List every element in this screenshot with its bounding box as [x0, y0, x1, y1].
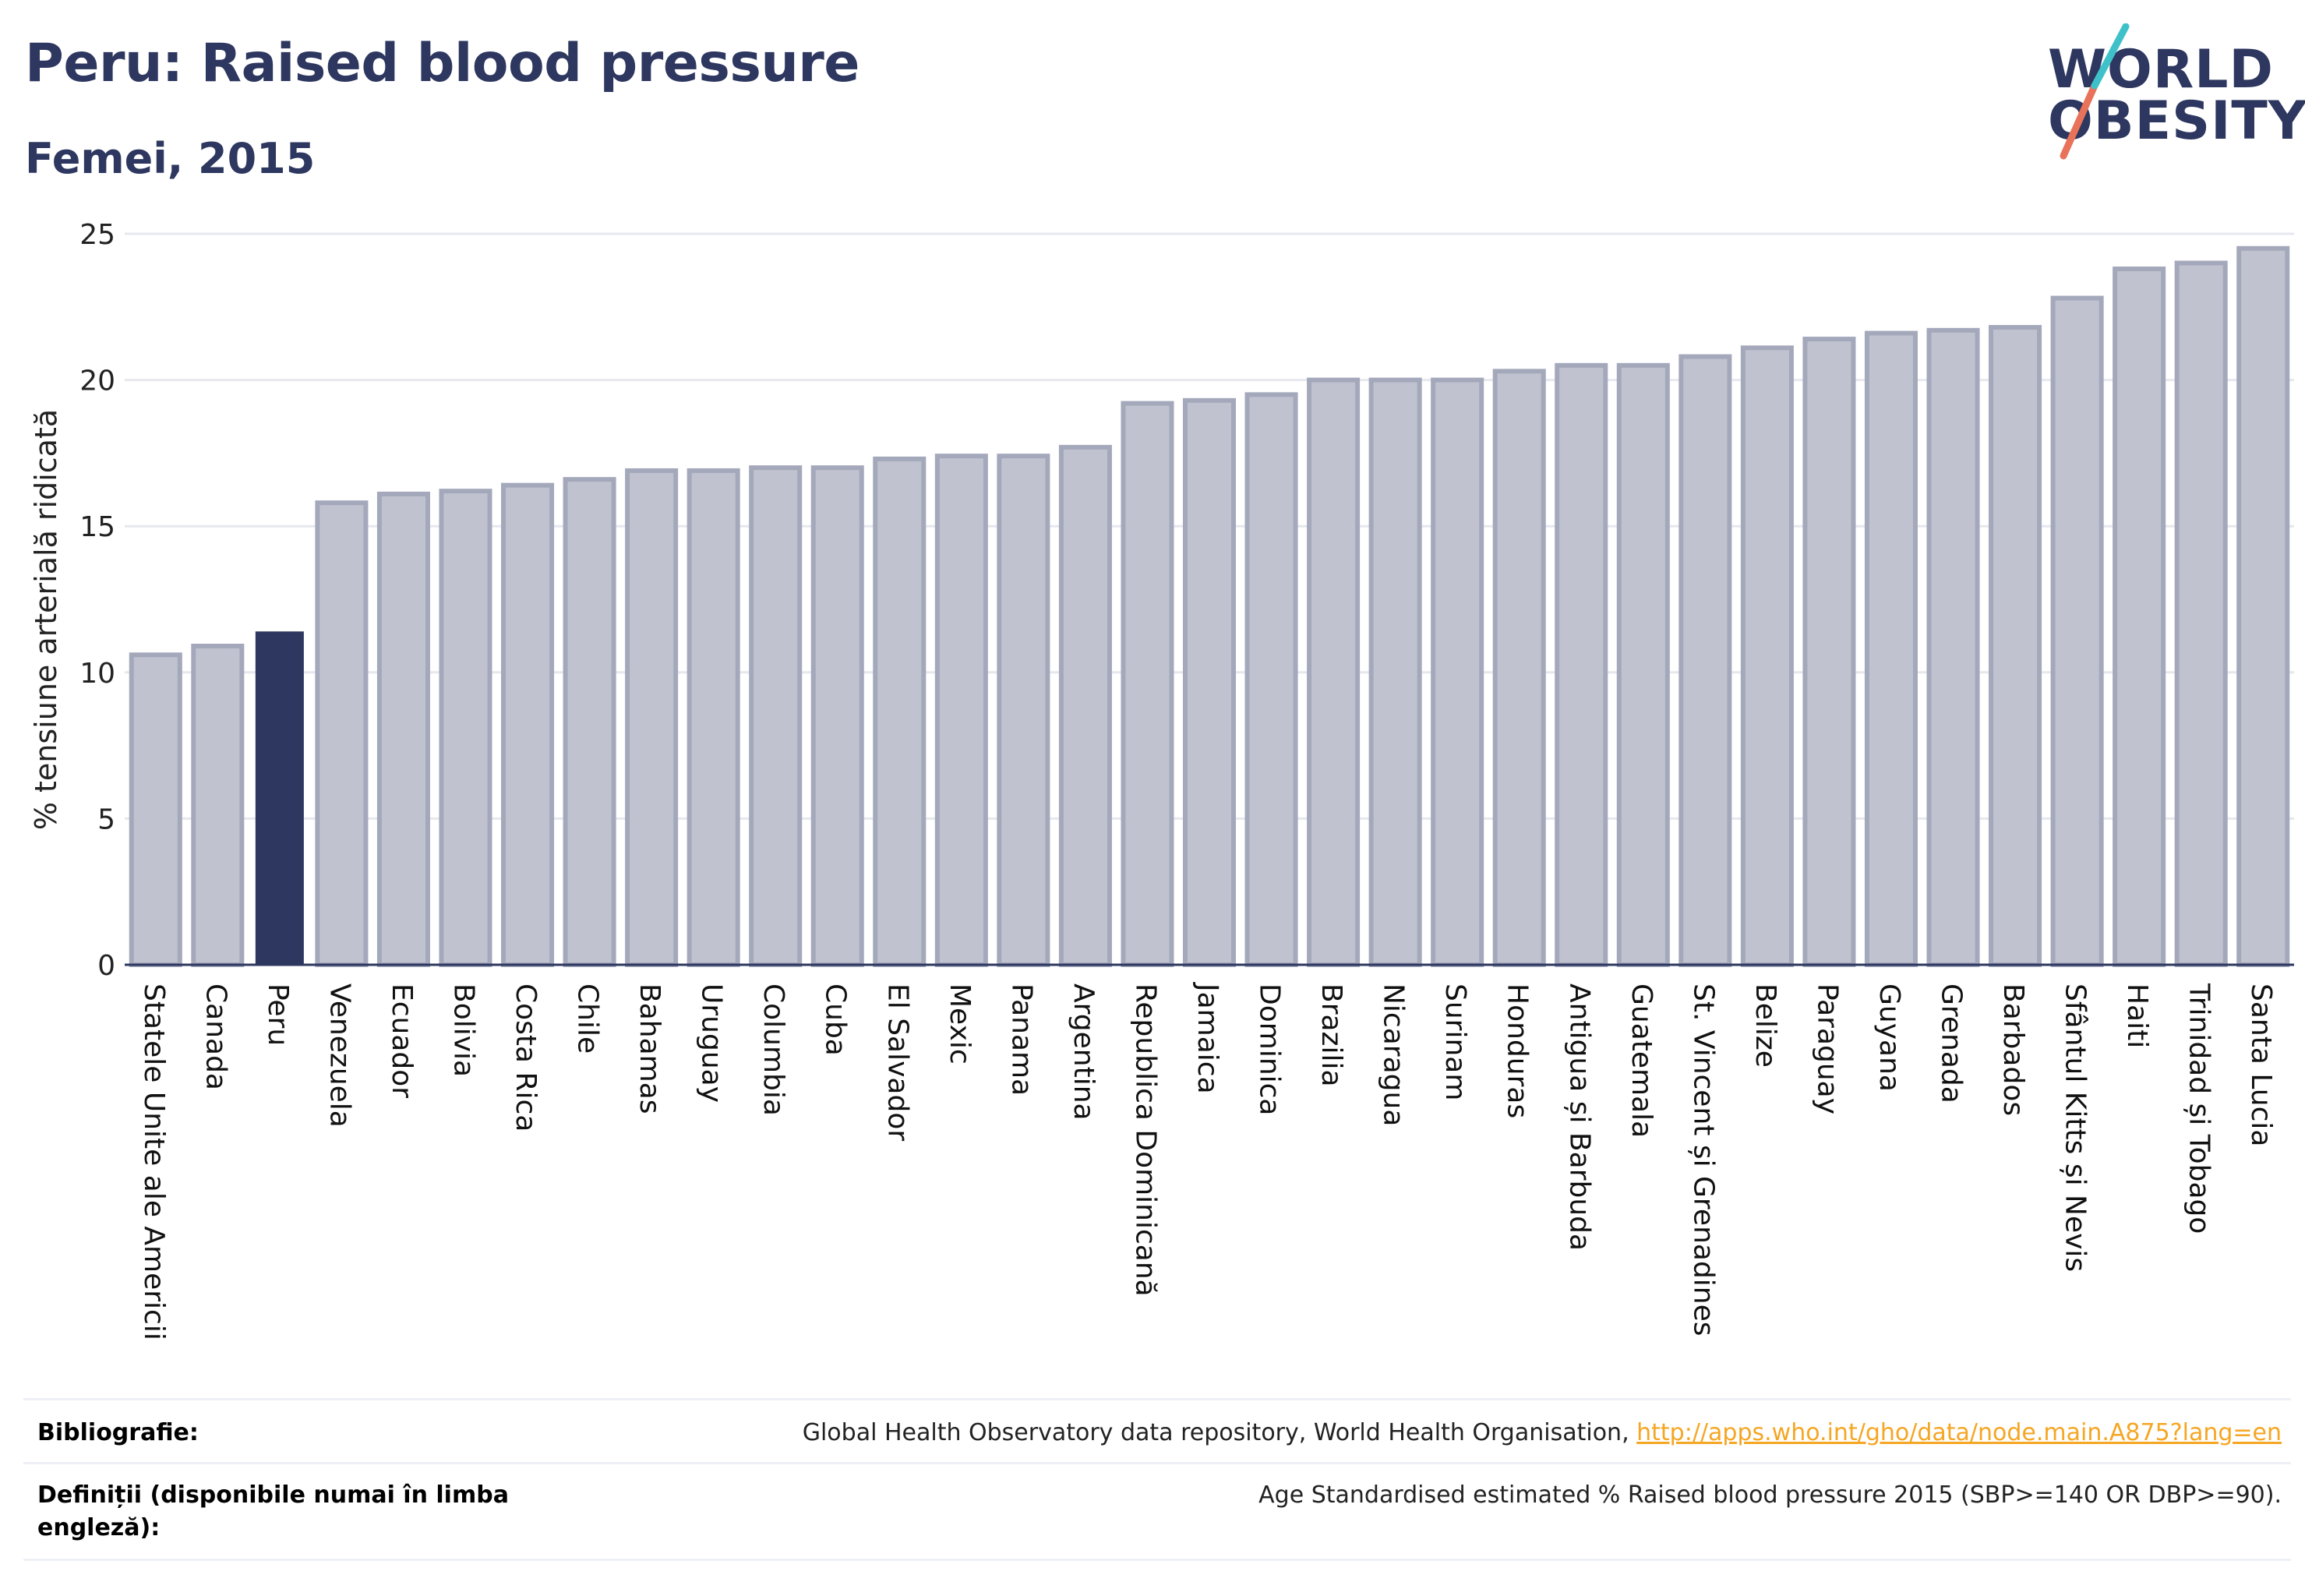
x-tick-label: Nicaragua	[1378, 983, 1410, 1126]
logo-text-obesity: OBESITY	[2048, 90, 2305, 152]
x-tick-label: Costa Rica	[510, 983, 542, 1132]
y-tick-label: 15	[79, 511, 115, 543]
bar[interactable]	[1989, 325, 2042, 967]
bibliography-value: Global Health Observatory data repositor…	[803, 1417, 2282, 1449]
bar[interactable]	[1555, 362, 1608, 967]
bibliography-text: Global Health Observatory data repositor…	[802, 1419, 1637, 1446]
world-obesity-slash-logo-icon	[2060, 23, 2130, 160]
x-tick-label: Guatemala	[1626, 983, 1657, 1138]
x-tick-label: Surinam	[1439, 983, 1471, 1100]
bar[interactable]	[563, 477, 616, 967]
x-tick-label: Belize	[1749, 983, 1781, 1068]
bar[interactable]	[1182, 397, 1237, 967]
x-tick-label: Jamaica	[1191, 982, 1223, 1094]
x-tick-label: Uruguay	[696, 983, 728, 1103]
bar[interactable]	[1058, 444, 1112, 967]
x-tick-label: Brazilia	[1315, 983, 1347, 1087]
chart-subtitle: Femei, 2015	[25, 134, 316, 183]
x-tick-label: Bahamas	[634, 983, 665, 1114]
y-axis-label: % tensiune arterială ridicată	[29, 409, 63, 830]
x-tick-label: Honduras	[1502, 983, 1534, 1118]
bar[interactable]	[1431, 377, 1484, 968]
bar[interactable]	[749, 465, 803, 967]
bar[interactable]	[625, 468, 679, 967]
x-tick-label: Guyana	[1873, 983, 1905, 1092]
y-tick-label: 20	[79, 365, 115, 397]
x-tick-label: Barbados	[1997, 983, 2029, 1116]
x-tick-label: Chile	[572, 983, 604, 1054]
x-tick-label: Bolivia	[447, 983, 479, 1077]
x-tick-label: Cuba	[820, 983, 852, 1056]
bar[interactable]	[997, 454, 1050, 967]
bar[interactable]	[1244, 392, 1298, 967]
x-tick-label: St. Vincent și Grenadines	[1687, 983, 1719, 1336]
bar[interactable]	[1678, 354, 1732, 968]
bar[interactable]	[1864, 330, 1918, 967]
x-tick-label: Paraguay	[1811, 983, 1843, 1114]
bar[interactable]	[1121, 401, 1174, 967]
bar[interactable]	[1616, 362, 1670, 967]
footer-divider	[23, 1462, 2291, 1464]
definitions-value: Age Standardised estimated % Raised bloo…	[1258, 1481, 2282, 1509]
bar-chart: 0 5 10 15 20 25 Statele Unite ale Americii Cana…	[29, 219, 2294, 1340]
bar[interactable]	[687, 468, 740, 967]
x-tick-label: Mexic	[944, 983, 976, 1065]
x-tick-label: Republica Dominicană	[1129, 983, 1161, 1297]
x-tick-label: Ecuador	[386, 983, 418, 1098]
bar[interactable]	[191, 644, 245, 967]
bar[interactable]	[1926, 327, 1980, 968]
definitions-label: Definiții (disponibile numai în limba en…	[37, 1481, 509, 1541]
bibliography-link[interactable]: http://apps.who.int/gho/data/node.main.A…	[1636, 1419, 2282, 1446]
x-tick-label: El Salvador	[881, 983, 913, 1141]
x-tick-label: Canada	[199, 983, 231, 1090]
x-tick-label: Venezuela	[323, 983, 355, 1128]
x-tick-label: Grenada	[1936, 983, 1968, 1103]
bar[interactable]	[501, 482, 555, 967]
x-tick-label: Panama	[1005, 983, 1037, 1096]
x-tick-label: Columbia	[757, 983, 789, 1116]
bar[interactable]	[810, 465, 864, 967]
x-tick-label: Argentina	[1068, 983, 1100, 1121]
bar[interactable]	[376, 491, 430, 967]
footer-divider	[23, 1398, 2291, 1400]
bibliography-label: Bibliografie:	[37, 1419, 199, 1446]
bar[interactable]	[1740, 345, 1794, 967]
x-tick-label: Peru	[262, 983, 294, 1046]
bar[interactable]	[439, 489, 492, 967]
bar[interactable]	[2174, 260, 2228, 967]
x-tick-label: Dominica	[1254, 983, 1286, 1116]
bar-highlighted[interactable]	[255, 631, 304, 965]
y-tick-label: 0	[97, 950, 115, 982]
x-tick-label: Santa Lucia	[2245, 983, 2277, 1146]
bar[interactable]	[2236, 245, 2290, 967]
footer-divider	[23, 1559, 2291, 1561]
x-tick-label: Trinidad și Tobago	[2183, 983, 2215, 1234]
y-tick-label: 25	[79, 219, 115, 251]
bar[interactable]	[129, 652, 182, 968]
bar[interactable]	[1802, 337, 1856, 967]
bar[interactable]	[1307, 377, 1361, 968]
y-tick-label: 5	[97, 803, 115, 835]
bar[interactable]	[315, 500, 369, 967]
y-tick-label: 10	[79, 658, 115, 690]
x-tick-label: Sfântul Kitts și Nevis	[2060, 983, 2091, 1272]
chart-title: Peru: Raised blood pressure	[25, 33, 860, 94]
bar[interactable]	[2113, 267, 2166, 967]
bar[interactable]	[2050, 295, 2104, 967]
axes: 0 5 10 15 20 25 Statele Unite ale Americii Cana…	[79, 219, 2294, 1340]
logo-text-world: WORLD	[2048, 39, 2274, 101]
x-tick-label: Antigua și Barbuda	[1563, 983, 1595, 1251]
bars	[129, 245, 2290, 968]
bar[interactable]	[873, 456, 927, 967]
x-tick-label: Haiti	[2121, 983, 2153, 1048]
bar[interactable]	[1492, 369, 1546, 967]
bar[interactable]	[1368, 377, 1422, 968]
x-tick-label: Statele Unite ale Americii	[138, 983, 170, 1340]
bar[interactable]	[934, 454, 988, 967]
